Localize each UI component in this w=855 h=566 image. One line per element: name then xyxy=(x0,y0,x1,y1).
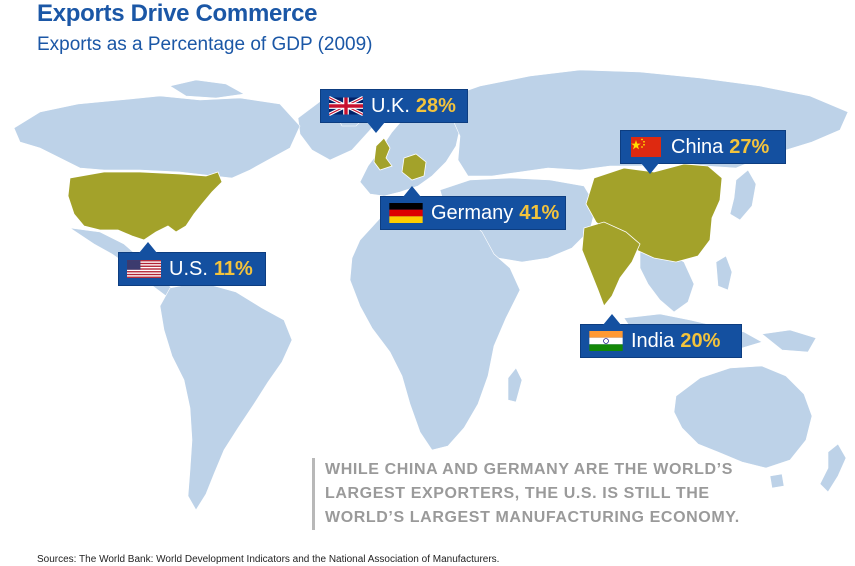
callout-uk: U.K. 28% xyxy=(320,89,468,133)
india-highlight-shape xyxy=(581,221,641,307)
page-title: Exports Drive Commerce xyxy=(37,0,318,27)
callout-country-label: Germany xyxy=(431,201,514,224)
india-flag-icon xyxy=(589,331,623,351)
callout-pointer xyxy=(403,186,421,197)
new-zealand-shape xyxy=(819,443,847,493)
pull-quote: While China and Germany are the world’s … xyxy=(312,458,740,530)
callout-us: U.S. 11% xyxy=(118,242,266,286)
pull-quote-line: largest exporters, the U.S. is still the xyxy=(325,485,710,502)
australia-shape xyxy=(673,365,813,469)
us-flag-icon xyxy=(127,260,161,278)
union-jack-flag-icon xyxy=(329,96,363,116)
callout-pointer xyxy=(367,122,385,133)
callout-pointer xyxy=(641,163,659,174)
germany-flag-icon xyxy=(389,203,423,223)
callout-country-label: U.K. xyxy=(371,94,410,117)
callout-india: India 20% xyxy=(580,314,742,358)
pull-quote-line: While China and Germany are the world’s xyxy=(325,461,733,478)
tasmania-shape xyxy=(769,473,785,489)
callout-country-label: U.S. xyxy=(169,257,208,280)
germany-highlight-shape xyxy=(401,153,427,181)
callout-pointer xyxy=(139,242,157,253)
china-flag-icon xyxy=(631,137,661,157)
callout-percent-value: 27% xyxy=(729,135,770,158)
north-america-north-shape xyxy=(13,95,301,179)
south-america-shape xyxy=(159,281,293,511)
madagascar-shape xyxy=(507,367,523,403)
callout-country-label: China xyxy=(671,135,724,158)
callout-percent-value: 28% xyxy=(415,94,456,117)
callout-china: China 27% xyxy=(620,130,786,174)
japan-shape xyxy=(729,169,757,221)
philippines-shape xyxy=(715,255,733,291)
pull-quote-line: world’s largest manufacturing economy. xyxy=(325,509,740,526)
callout-country-label: India xyxy=(631,329,675,352)
usa-highlight-shape xyxy=(67,171,223,241)
callout-percent-value: 41% xyxy=(519,201,560,224)
sources-footnote: Sources: The World Bank: World Developme… xyxy=(37,554,500,565)
page-subtitle: Exports as a Percentage of GDP (2009) xyxy=(37,34,373,55)
papua-shape xyxy=(761,329,817,353)
callout-percent-value: 20% xyxy=(680,329,721,352)
callout-germany: Germany 41% xyxy=(380,186,566,230)
uk-highlight-shape xyxy=(373,137,393,171)
callout-pointer xyxy=(603,314,621,325)
callout-percent-value: 11% xyxy=(213,257,253,280)
arctic-islands-shape xyxy=(169,79,245,99)
